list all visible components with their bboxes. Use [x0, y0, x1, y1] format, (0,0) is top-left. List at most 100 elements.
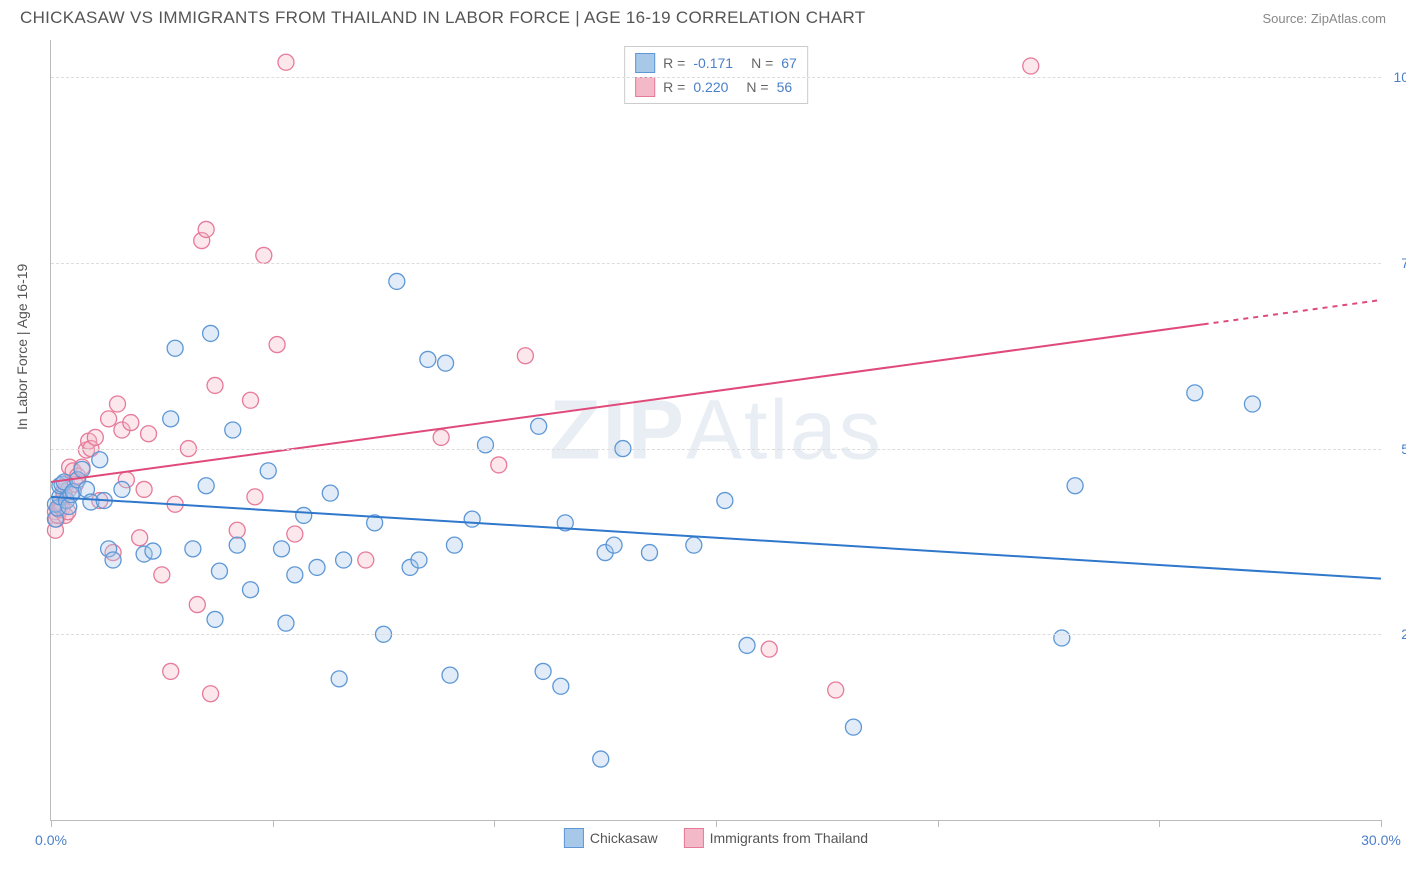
swatch-chickasaw [635, 53, 655, 73]
data-point [358, 552, 374, 568]
data-point [491, 457, 507, 473]
trend-line [51, 324, 1204, 482]
xtick-label: 0.0% [35, 832, 67, 848]
data-point [189, 597, 205, 613]
data-point [167, 340, 183, 356]
data-point [211, 563, 227, 579]
stats-row-thailand: R = 0.220 N = 56 [635, 75, 797, 99]
data-point [229, 537, 245, 553]
data-point [389, 273, 405, 289]
data-point [686, 537, 702, 553]
xtick [51, 820, 52, 827]
trend-line [51, 497, 1381, 579]
data-point [1244, 396, 1260, 412]
data-point [225, 422, 241, 438]
swatch-thailand [684, 828, 704, 848]
data-point [517, 348, 533, 364]
data-point [278, 615, 294, 631]
data-point [761, 641, 777, 657]
data-point [269, 337, 285, 353]
data-point [531, 418, 547, 434]
data-point [260, 463, 276, 479]
data-point [114, 481, 130, 497]
xtick [938, 820, 939, 827]
data-point [256, 247, 272, 263]
data-point [1067, 478, 1083, 494]
data-point [1054, 630, 1070, 646]
legend-item-chickasaw: Chickasaw [564, 828, 658, 848]
data-point [203, 325, 219, 341]
data-point [433, 429, 449, 445]
legend-item-thailand: Immigrants from Thailand [684, 828, 868, 848]
data-point [87, 429, 103, 445]
n-label: N = [751, 55, 773, 71]
data-point [331, 671, 347, 687]
data-point [442, 667, 458, 683]
r-value-thailand: 0.220 [693, 79, 728, 95]
stats-legend: R = -0.171 N = 67 R = 0.220 N = 56 [624, 46, 808, 104]
data-point [446, 537, 462, 553]
xtick-label: 30.0% [1361, 832, 1401, 848]
data-point [207, 377, 223, 393]
data-point [243, 582, 259, 598]
data-point [274, 541, 290, 557]
data-point [198, 478, 214, 494]
data-point [593, 751, 609, 767]
gridline [51, 449, 1381, 450]
data-point [553, 678, 569, 694]
ytick-label: 100.0% [1386, 69, 1406, 85]
swatch-thailand [635, 77, 655, 97]
xtick [273, 820, 274, 827]
data-point [247, 489, 263, 505]
r-label: R = [663, 79, 685, 95]
bottom-legend: Chickasaw Immigrants from Thailand [564, 828, 868, 848]
y-axis-label: In Labor Force | Age 16-19 [14, 264, 30, 430]
data-point [1187, 385, 1203, 401]
xtick [494, 820, 495, 827]
source-label: Source: ZipAtlas.com [1262, 11, 1386, 26]
data-point [287, 526, 303, 542]
chart-svg [51, 40, 1381, 820]
data-point [477, 437, 493, 453]
data-point [845, 719, 861, 735]
data-point [110, 396, 126, 412]
data-point [322, 485, 338, 501]
data-point [420, 351, 436, 367]
data-point [828, 682, 844, 698]
legend-label-thailand: Immigrants from Thailand [710, 830, 868, 846]
xtick [1159, 820, 1160, 827]
gridline [51, 634, 1381, 635]
data-point [243, 392, 259, 408]
data-point [154, 567, 170, 583]
data-point [141, 426, 157, 442]
ytick-label: 50.0% [1386, 441, 1406, 457]
data-point [203, 686, 219, 702]
data-point [132, 530, 148, 546]
gridline [51, 77, 1381, 78]
data-point [92, 452, 108, 468]
data-point [145, 543, 161, 559]
chart-title: CHICKASAW VS IMMIGRANTS FROM THAILAND IN… [20, 8, 865, 28]
data-point [606, 537, 622, 553]
data-point [287, 567, 303, 583]
data-point [739, 637, 755, 653]
data-point [229, 522, 245, 538]
data-point [309, 559, 325, 575]
data-point [336, 552, 352, 568]
plot-area: ZIPAtlas R = -0.171 N = 67 R = 0.220 N =… [50, 40, 1381, 821]
data-point [136, 481, 152, 497]
data-point [123, 415, 139, 431]
xtick [1381, 820, 1382, 827]
data-point [438, 355, 454, 371]
data-point [198, 221, 214, 237]
ytick-label: 25.0% [1386, 626, 1406, 642]
swatch-chickasaw [564, 828, 584, 848]
n-label: N = [746, 79, 768, 95]
data-point [163, 663, 179, 679]
data-point [642, 545, 658, 561]
data-point [411, 552, 427, 568]
data-point [464, 511, 480, 527]
data-point [1023, 58, 1039, 74]
data-point [163, 411, 179, 427]
data-point [535, 663, 551, 679]
